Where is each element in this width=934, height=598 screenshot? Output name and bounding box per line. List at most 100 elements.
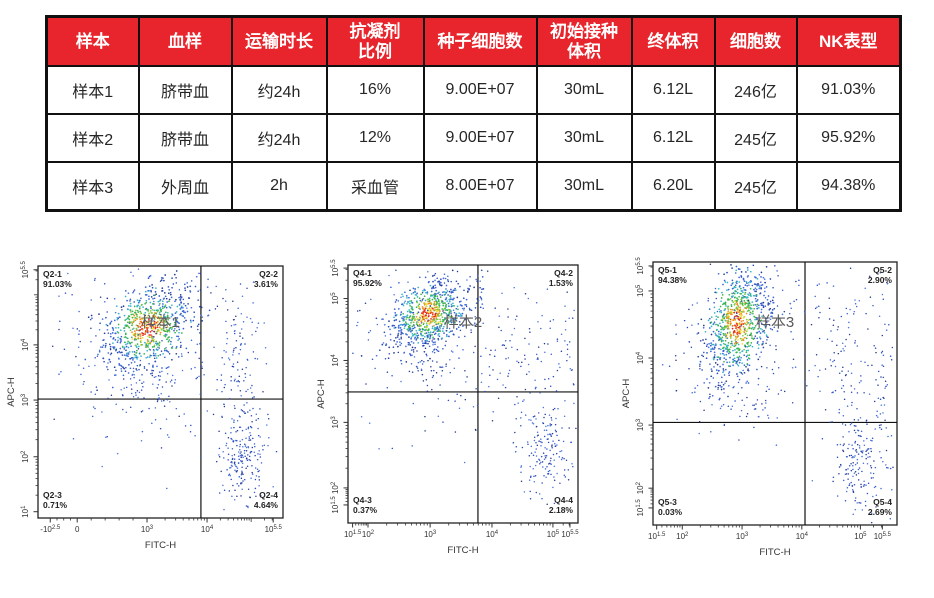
svg-text:104: 104 bbox=[486, 530, 499, 539]
svg-text:-102.5: -102.5 bbox=[40, 525, 61, 534]
table-cell: 9.00E+07 bbox=[422, 113, 538, 163]
plot-caption-1: 样本1 bbox=[141, 314, 180, 331]
svg-text:103: 103 bbox=[141, 525, 154, 534]
y-axis: 101.5 102 103 104 105 105.5 APC-H bbox=[621, 257, 653, 517]
y-axis: 101.5 102 103 104 105 105.5 APC-H bbox=[316, 259, 348, 514]
svg-text:102: 102 bbox=[362, 530, 375, 539]
table-cell: 2h bbox=[230, 161, 328, 212]
svg-text:102: 102 bbox=[676, 532, 689, 541]
svg-text:101.5: 101.5 bbox=[344, 530, 362, 539]
svg-text:105: 105 bbox=[547, 530, 560, 539]
quadrant-value: 2.69% bbox=[868, 507, 893, 517]
table-cell: 脐带血 bbox=[137, 65, 233, 115]
scatter-points bbox=[661, 263, 894, 524]
quadrant-name: Q2-4 bbox=[259, 490, 278, 500]
svg-text:103: 103 bbox=[331, 416, 340, 429]
x-axis: -102.5 0 103 104 105.5 FITC-H bbox=[40, 518, 282, 551]
table-cell: 约24h bbox=[230, 65, 328, 115]
table-cell: 脐带血 bbox=[137, 113, 233, 163]
svg-text:102: 102 bbox=[636, 481, 645, 494]
x-axis: 101.5 102 103 104 105 105.5 FITC-H bbox=[648, 525, 892, 558]
table-cell: 9.00E+07 bbox=[422, 65, 538, 115]
x-axis-label: FITC-H bbox=[447, 545, 478, 556]
quadrant-value: 0.03% bbox=[658, 507, 683, 517]
quadrant-labels: Q5-194.38% Q5-22.90% Q5-30.03% Q5-42.69% bbox=[658, 265, 892, 517]
table-cell: 91.03% bbox=[795, 65, 902, 115]
quadrant-value: 2.90% bbox=[868, 275, 893, 285]
plot-frame bbox=[652, 261, 898, 526]
flow-plot-block-3: 101.5 102 103 104 105 105.5 FITC-H 101.5 102 103 1… bbox=[621, 252, 911, 576]
quadrant-value: 0.37% bbox=[353, 505, 378, 515]
svg-text:105: 105 bbox=[331, 292, 340, 305]
plot-caption-2: 样本2 bbox=[443, 314, 483, 331]
quadrant-value: 1.53% bbox=[549, 278, 574, 288]
quadrant-value: 91.03% bbox=[43, 279, 72, 289]
svg-text:101.5: 101.5 bbox=[331, 496, 340, 514]
quadrant-name: Q4-2 bbox=[554, 268, 573, 278]
table-header-cell: 血样 bbox=[137, 15, 233, 67]
table-cell: 6.12L bbox=[630, 65, 716, 115]
table-row: 样本3 外周血 2h 采血管 8.00E+07 30mL 6.20L 245亿 94.38% bbox=[45, 161, 902, 212]
table-header-row: 样本 血样 运输时长 抗凝剂 比例 种子细胞数 初始接种 体积 终体积 细胞数 NK表型 bbox=[45, 15, 902, 67]
svg-text:105.5: 105.5 bbox=[636, 257, 645, 275]
quadrant-value: 94.38% bbox=[658, 275, 687, 285]
table-cell: 12% bbox=[325, 113, 425, 163]
y-axis: 101 102 103 104 105.5 APC-H bbox=[6, 260, 38, 518]
quadrant-name: Q5-3 bbox=[658, 497, 677, 507]
sample-table: 样本 血样 运输时长 抗凝剂 比例 种子细胞数 初始接种 体积 终体积 细胞数 NK表型 样本1 脐… bbox=[45, 15, 902, 212]
table-cell: 样本1 bbox=[45, 65, 140, 115]
svg-text:104: 104 bbox=[796, 532, 809, 541]
table-header-cell: 细胞数 bbox=[713, 15, 798, 67]
svg-text:105.5: 105.5 bbox=[561, 530, 579, 539]
flow-scatter-plot-1: -102.5 0 103 104 105.5 FITC-H 101 102 103 104 105.… bbox=[6, 260, 284, 551]
table-cell: 外周血 bbox=[137, 161, 233, 212]
svg-text:102: 102 bbox=[21, 450, 30, 463]
table-cell: 样本3 bbox=[45, 161, 140, 212]
quadrant-name: Q4-3 bbox=[353, 495, 372, 505]
table-cell: 16% bbox=[325, 65, 425, 115]
quadrant-name: Q2-2 bbox=[259, 269, 278, 279]
svg-text:105.5: 105.5 bbox=[21, 260, 30, 278]
table-cell: 30mL bbox=[535, 113, 633, 163]
table-row: 样本1 脐带血 约24h 16% 9.00E+07 30mL 6.12L 246亿 91.03% bbox=[45, 65, 902, 115]
quadrant-value: 3.61% bbox=[254, 279, 279, 289]
table-row: 样本2 脐带血 约24h 12% 9.00E+07 30mL 6.12L 245亿 95.92% bbox=[45, 113, 902, 163]
plot-frame bbox=[347, 264, 579, 524]
quadrant-name: Q4-4 bbox=[554, 495, 573, 505]
table-cell: 246亿 bbox=[713, 65, 798, 115]
svg-text:103: 103 bbox=[21, 393, 30, 406]
table-header-cell: 初始接种 体积 bbox=[535, 15, 633, 67]
quadrant-value: 2.18% bbox=[549, 505, 574, 515]
y-axis-label: APC-H bbox=[621, 379, 632, 409]
svg-text:103: 103 bbox=[736, 532, 749, 541]
table-cell: 6.12L bbox=[630, 113, 716, 163]
table-cell: 约24h bbox=[230, 113, 328, 163]
quadrant-name: Q2-1 bbox=[43, 269, 62, 279]
svg-text:101: 101 bbox=[21, 505, 30, 518]
svg-text:102: 102 bbox=[331, 481, 340, 494]
table-cell: 245亿 bbox=[713, 161, 798, 212]
flow-plot-block-2: 101.5 102 103 104 105 105.5 FITC-H 101.5 102 103 1… bbox=[316, 252, 592, 574]
x-axis-label: FITC-H bbox=[759, 547, 790, 558]
table-cell: 245亿 bbox=[713, 113, 798, 163]
svg-text:104: 104 bbox=[201, 525, 214, 534]
svg-text:103: 103 bbox=[636, 418, 645, 431]
flow-scatter-plot-2: 101.5 102 103 104 105 105.5FITC-H101.51021031… bbox=[316, 259, 579, 556]
svg-text:101.5: 101.5 bbox=[648, 532, 666, 541]
table-cell: 30mL bbox=[535, 161, 633, 212]
svg-text:105: 105 bbox=[854, 532, 867, 541]
svg-text:104: 104 bbox=[21, 338, 30, 351]
flow-plot-block-1: -102.5 0 103 104 105.5 FITC-H 101 102 103 104 105.… bbox=[6, 252, 297, 569]
x-axis-label: FITC-H bbox=[145, 540, 176, 551]
svg-text:105.5: 105.5 bbox=[874, 532, 892, 541]
quadrant-value: 95.92% bbox=[353, 278, 382, 288]
scatter-points bbox=[352, 269, 577, 506]
quadrant-labels: Q2-191.03% Q2-23.61% Q2-30.71% Q2-44.64% bbox=[43, 269, 278, 510]
quadrant-name: Q5-4 bbox=[873, 497, 892, 507]
table-header-cell: 终体积 bbox=[630, 15, 716, 67]
svg-text:104: 104 bbox=[331, 354, 340, 367]
table-cell: 94.38% bbox=[795, 161, 902, 212]
table-cell: 30mL bbox=[535, 65, 633, 115]
